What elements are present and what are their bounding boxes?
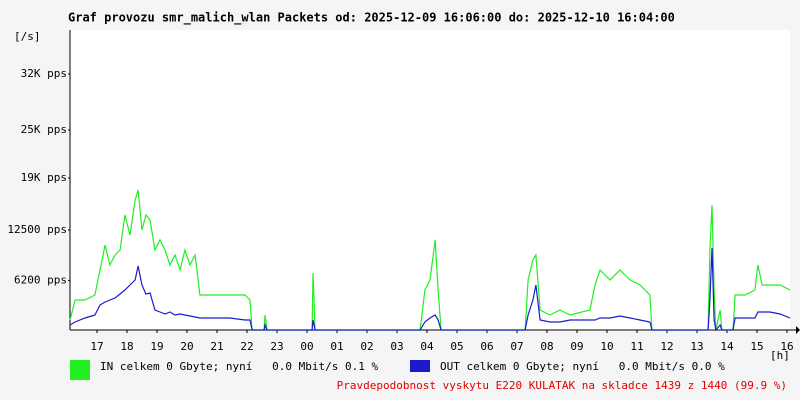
legend-swatch [70, 360, 90, 380]
x-tick-label: 08 [540, 340, 553, 353]
x-tick-label: 21 [210, 340, 223, 353]
x-tick-label: 14 [720, 340, 734, 353]
x-tick-label: 18 [120, 340, 133, 353]
axis-arrow [796, 326, 800, 334]
y-axis-label: [/s] [14, 30, 41, 43]
x-tick-label: 12 [660, 340, 673, 353]
chart-title: Graf provozu smr_malich_wlan Packets od:… [68, 11, 675, 26]
x-tick-label: 15 [750, 340, 763, 353]
x-tick-label: 01 [330, 340, 343, 353]
x-tick-label: 20 [180, 340, 193, 353]
x-tick-label: 13 [690, 340, 703, 353]
x-tick-label: 09 [570, 340, 583, 353]
x-tick-label: 00 [300, 340, 313, 353]
x-tick-label: 02 [360, 340, 373, 353]
x-tick-label: 22 [240, 340, 253, 353]
x-tick-label: 23 [270, 340, 283, 353]
footer-note: Pravdepodobnost vyskytu E220 KULATAK na … [337, 379, 787, 392]
x-tick-label: 11 [630, 340, 643, 353]
plot-area [70, 30, 790, 330]
x-tick-label: 06 [480, 340, 493, 353]
y-tick-label: 32K pps [21, 67, 67, 80]
legend-swatch [410, 360, 430, 372]
series-line [69, 247, 791, 332]
y-tick-label: 12500 pps [7, 223, 67, 236]
y-tick-label: 19K pps [21, 171, 67, 184]
x-axis-label: [h] [770, 349, 790, 362]
y-tick-label: 6200 pps [14, 273, 67, 286]
y-tick-label: 25K pps [21, 123, 67, 136]
x-tick-label: 05 [450, 340, 463, 353]
x-tick-label: 04 [420, 340, 434, 353]
x-tick-label: 07 [510, 340, 523, 353]
x-tick-label: 10 [600, 340, 613, 353]
legend-label: IN celkem 0 Gbyte; nyní 0.0 Mbit/s 0.1 % [100, 360, 379, 373]
legend-label: OUT celkem 0 Gbyte; nyní 0.0 Mbit/s 0.0 … [440, 360, 725, 373]
x-tick-label: 17 [90, 340, 103, 353]
x-tick-label: 19 [150, 340, 163, 353]
x-tick-label: 03 [390, 340, 403, 353]
x-tick-label: 16 [780, 340, 793, 353]
